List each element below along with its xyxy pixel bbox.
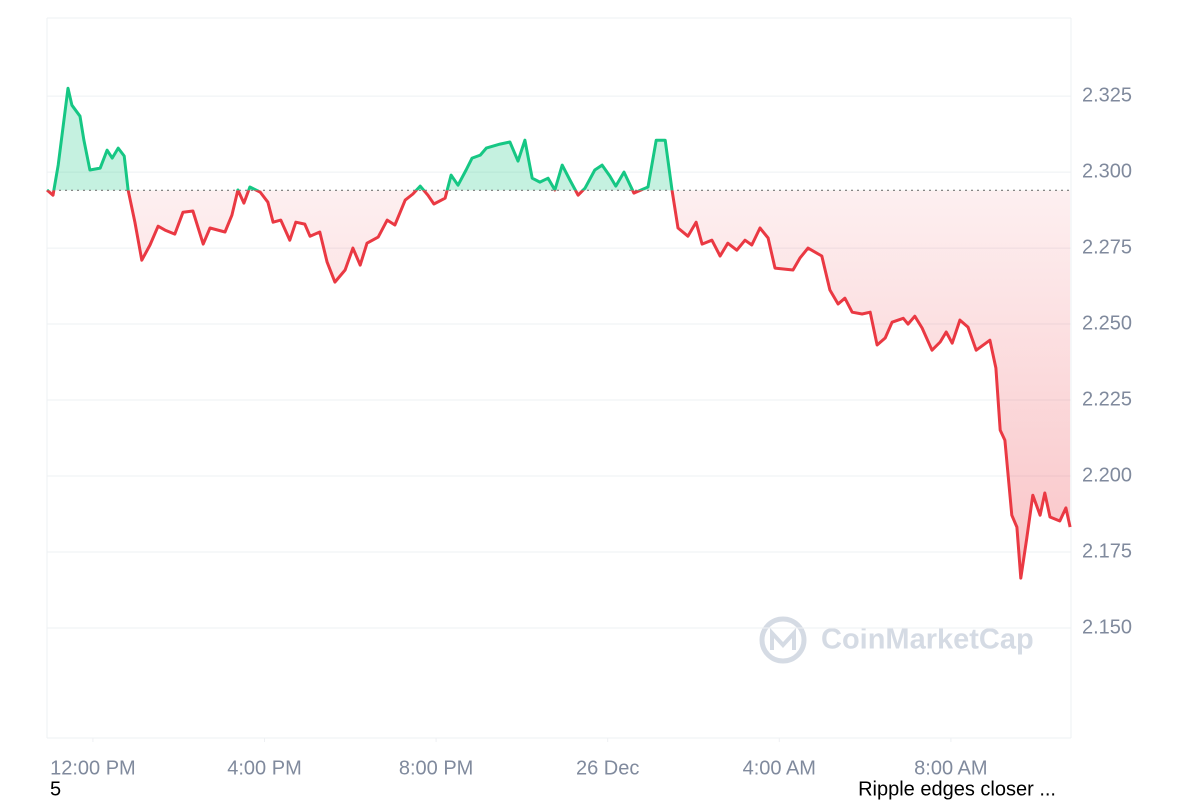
footer-left: 5	[50, 778, 61, 800]
watermark-text: CoinMarketCap	[821, 624, 1034, 656]
watermark-logo-m	[770, 627, 796, 650]
x-tick-label: 4:00 AM	[743, 757, 816, 779]
y-tick-label: 2.225	[1082, 388, 1132, 410]
price-line-down	[46, 190, 1072, 580]
footer-right: Ripple edges closer ...	[858, 778, 1056, 800]
x-tick-label: 12:00 PM	[50, 757, 136, 779]
y-tick-label: 2.175	[1082, 540, 1132, 562]
area-down	[47, 190, 1071, 579]
y-tick-label: 2.250	[1082, 312, 1132, 334]
watermark: CoinMarketCap	[759, 616, 1034, 664]
x-tick-label: 4:00 PM	[227, 757, 301, 779]
y-tick-label: 2.200	[1082, 464, 1132, 486]
watermark-logo	[759, 616, 807, 664]
area-up	[47, 88, 673, 191]
y-tick-label: 2.300	[1082, 160, 1132, 182]
y-tick-label: 2.325	[1082, 84, 1132, 106]
price-line-up	[46, 86, 674, 191]
x-tick-label: 26 Dec	[576, 757, 639, 779]
y-tick-label: 2.275	[1082, 236, 1132, 258]
x-tick-label: 8:00 PM	[399, 757, 473, 779]
x-tick-label: 8:00 AM	[914, 757, 987, 779]
y-tick-label: 2.150	[1082, 616, 1132, 638]
